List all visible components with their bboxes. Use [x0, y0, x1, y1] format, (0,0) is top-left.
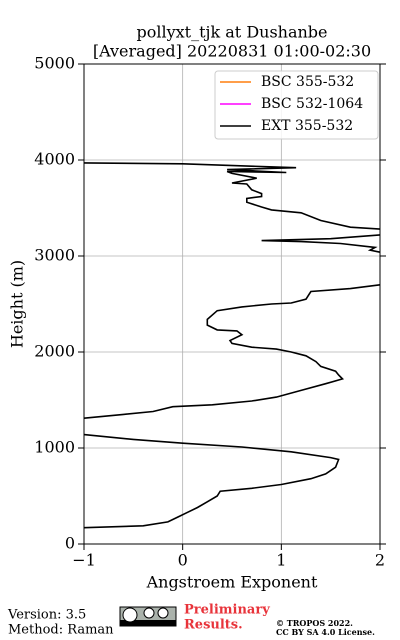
copyright: © TROPOS 2022. — [276, 618, 353, 628]
plot-frame — [83, 63, 381, 545]
x-tick-label: 0 — [178, 551, 188, 570]
x-tick-label: 2 — [375, 551, 385, 570]
legend-box — [214, 70, 379, 140]
status-line-1: Preliminary — [184, 603, 270, 618]
x-axis-label: Angstroem Exponent — [146, 573, 318, 592]
x-tick-label: −1 — [72, 551, 96, 570]
y-tick-label: 3000 — [34, 246, 75, 265]
y-tick-label: 5000 — [34, 54, 75, 73]
data-line — [83, 162, 381, 529]
y-tick-label: 0 — [65, 534, 75, 553]
legend-label: BSC 355-532 — [261, 74, 354, 90]
license: CC BY SA 4.0 License. — [276, 627, 375, 637]
version: Version: 3.5 — [7, 608, 86, 623]
license-logo — [119, 606, 177, 627]
x-tick-label: 1 — [276, 551, 286, 570]
method: Method: Raman — [8, 623, 114, 638]
chart-subtitle: [Averaged] 20220831 01:00-02:30 — [93, 42, 371, 61]
y-tick-label: 4000 — [34, 150, 75, 169]
legend-label: EXT 355-532 — [261, 118, 353, 134]
y-axis-label: Height (m) — [8, 260, 27, 348]
legend-label: BSC 532-1064 — [261, 96, 363, 112]
chart-title: pollyxt_tjk at Dushanbe — [136, 23, 327, 42]
y-tick-label: 1000 — [34, 438, 75, 457]
status-line-2: Results. — [184, 618, 243, 633]
y-tick-label: 2000 — [34, 342, 75, 361]
